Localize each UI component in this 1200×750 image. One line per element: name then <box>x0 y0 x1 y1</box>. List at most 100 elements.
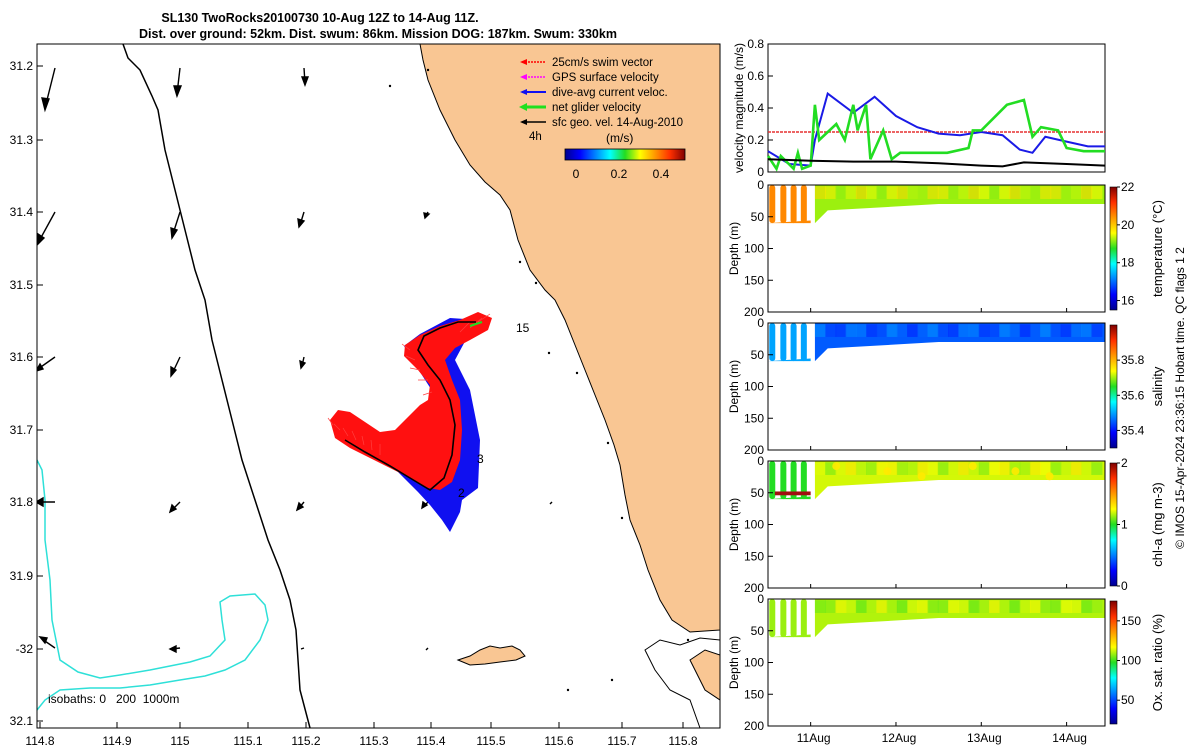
profile-cast <box>790 599 797 638</box>
map-y-tick-label: -32 <box>16 642 34 656</box>
colorbar-tick-label: 50 <box>1121 693 1135 707</box>
legend-label-geo-velocity: sfc geo. vel. 14-Aug-2010 <box>552 117 683 129</box>
section-texture <box>886 462 898 475</box>
depth-y-tick-label: 0 <box>757 316 764 330</box>
section-texture <box>825 462 837 475</box>
section-texture <box>968 186 980 199</box>
section-texture <box>1070 186 1082 199</box>
map-y-axis: 31.2 31.3 31.4 31.5 31.6 31.7 31.8 31.9 -32 32.1 <box>10 59 43 728</box>
profile-cast <box>800 461 807 500</box>
section-texture <box>855 462 867 475</box>
legend-label-net-velocity: net glider velocity <box>552 102 641 114</box>
section-texture <box>978 324 990 337</box>
map-y-tick-label: 31.5 <box>10 278 34 292</box>
profile-base <box>768 496 811 500</box>
section-texture <box>876 186 888 199</box>
map-colorbar <box>564 148 686 161</box>
section-texture <box>988 462 1001 475</box>
section-texture <box>1050 600 1062 613</box>
section-texture <box>978 186 990 199</box>
legend-item-swim-vector: 25cm/s swim vector <box>520 57 653 69</box>
section-texture <box>1009 186 1021 199</box>
depth-y-tick-label: 150 <box>744 549 764 563</box>
depth-y-tick-label: 200 <box>744 443 764 457</box>
depth-y-tick-label: 150 <box>744 687 764 701</box>
section-texture <box>1050 462 1062 475</box>
map-x-tick-label: 114.8 <box>25 734 54 748</box>
profile-cast <box>780 599 787 638</box>
section-texture <box>927 186 939 199</box>
section-texture <box>1029 462 1042 475</box>
section-texture <box>1081 462 1093 475</box>
map-legend: 25cm/s swim vector GPS surface velocity … <box>519 57 686 181</box>
section-texture <box>1060 186 1072 199</box>
depth-panel-3: 0 50 100 150 200 Depth (m) 0 1 2 chl-a (mg m-3) <box>727 454 1165 595</box>
section-texture <box>948 600 960 613</box>
depth-y-tick-label: 150 <box>744 273 764 287</box>
section-texture <box>825 324 837 337</box>
section-texture <box>845 324 857 337</box>
section-texture <box>1081 324 1093 337</box>
depth-y-tick-label: 0 <box>757 592 764 606</box>
legend-item-gps-velocity: GPS surface velocity <box>520 72 659 84</box>
profile-cast <box>800 599 807 638</box>
profile-cast <box>790 185 797 224</box>
colorbar-tick-label: 100 <box>1121 654 1141 668</box>
profile-cast <box>780 185 787 224</box>
legend-item-current: dive-avg current veloc. <box>520 87 668 99</box>
section-texture <box>1081 600 1093 613</box>
colorbar-label: chl-a (mg m-3) <box>1150 482 1165 567</box>
map-x-tick-label: 115.4 <box>416 734 445 748</box>
section-texture <box>845 462 857 475</box>
section-texture <box>937 462 949 475</box>
section-texture <box>1091 600 1103 613</box>
geo-velocity-arrows <box>37 67 553 654</box>
colorbar-tick-label: 16 <box>1121 294 1135 308</box>
depth-y-label: Depth (m) <box>727 360 741 413</box>
map-x-tick-label: 115.1 <box>233 734 262 748</box>
section-texture <box>825 186 837 199</box>
colorbar-label: salinity <box>1150 366 1165 406</box>
section-texture <box>968 600 980 613</box>
section-texture <box>886 324 898 337</box>
section-texture <box>1040 600 1052 613</box>
section-texture <box>999 186 1011 199</box>
section-texture <box>948 324 960 337</box>
section-texture <box>1029 186 1042 199</box>
velocity-y-tick-label: 0.8 <box>747 37 764 51</box>
chl-patch <box>968 462 977 471</box>
depth-y-tick-label: 50 <box>751 486 765 500</box>
profile-cast <box>769 461 776 500</box>
section-texture <box>917 186 929 199</box>
velocity-y-tick-label: 0.2 <box>747 133 764 147</box>
section-texture <box>814 600 827 613</box>
section-texture <box>835 462 847 475</box>
section-texture <box>948 462 960 475</box>
section-texture <box>896 462 908 475</box>
section-texture <box>917 324 929 337</box>
section-texture <box>968 324 980 337</box>
depth-y-tick-label: 100 <box>744 242 764 256</box>
depth-panel-2: 0 50 100 150 200 Depth (m) 35.4 35.6 35.8 salinit… <box>727 316 1165 457</box>
depth-y-tick-label: 200 <box>744 719 764 733</box>
chl-deep-max <box>774 491 811 496</box>
section-texture <box>907 462 919 475</box>
chl-patch <box>1045 472 1054 481</box>
profile-base <box>768 634 811 638</box>
depth-y-label: Depth (m) <box>727 498 741 551</box>
section-texture <box>1009 600 1021 613</box>
depth-y-tick-label: 200 <box>744 305 764 319</box>
profile-cast <box>790 461 797 500</box>
depth-colorbar <box>1109 186 1118 311</box>
depth-y-tick-label: 0 <box>757 454 764 468</box>
section-texture <box>927 600 939 613</box>
section-texture <box>907 186 919 199</box>
profile-cast <box>800 185 807 224</box>
section-texture <box>988 324 1001 337</box>
section-texture <box>814 186 827 199</box>
section-texture <box>958 186 970 199</box>
island-polygon <box>456 645 526 666</box>
legend-label-current: dive-avg current veloc. <box>552 87 668 99</box>
section-texture <box>876 462 888 475</box>
section-texture <box>1091 324 1103 337</box>
